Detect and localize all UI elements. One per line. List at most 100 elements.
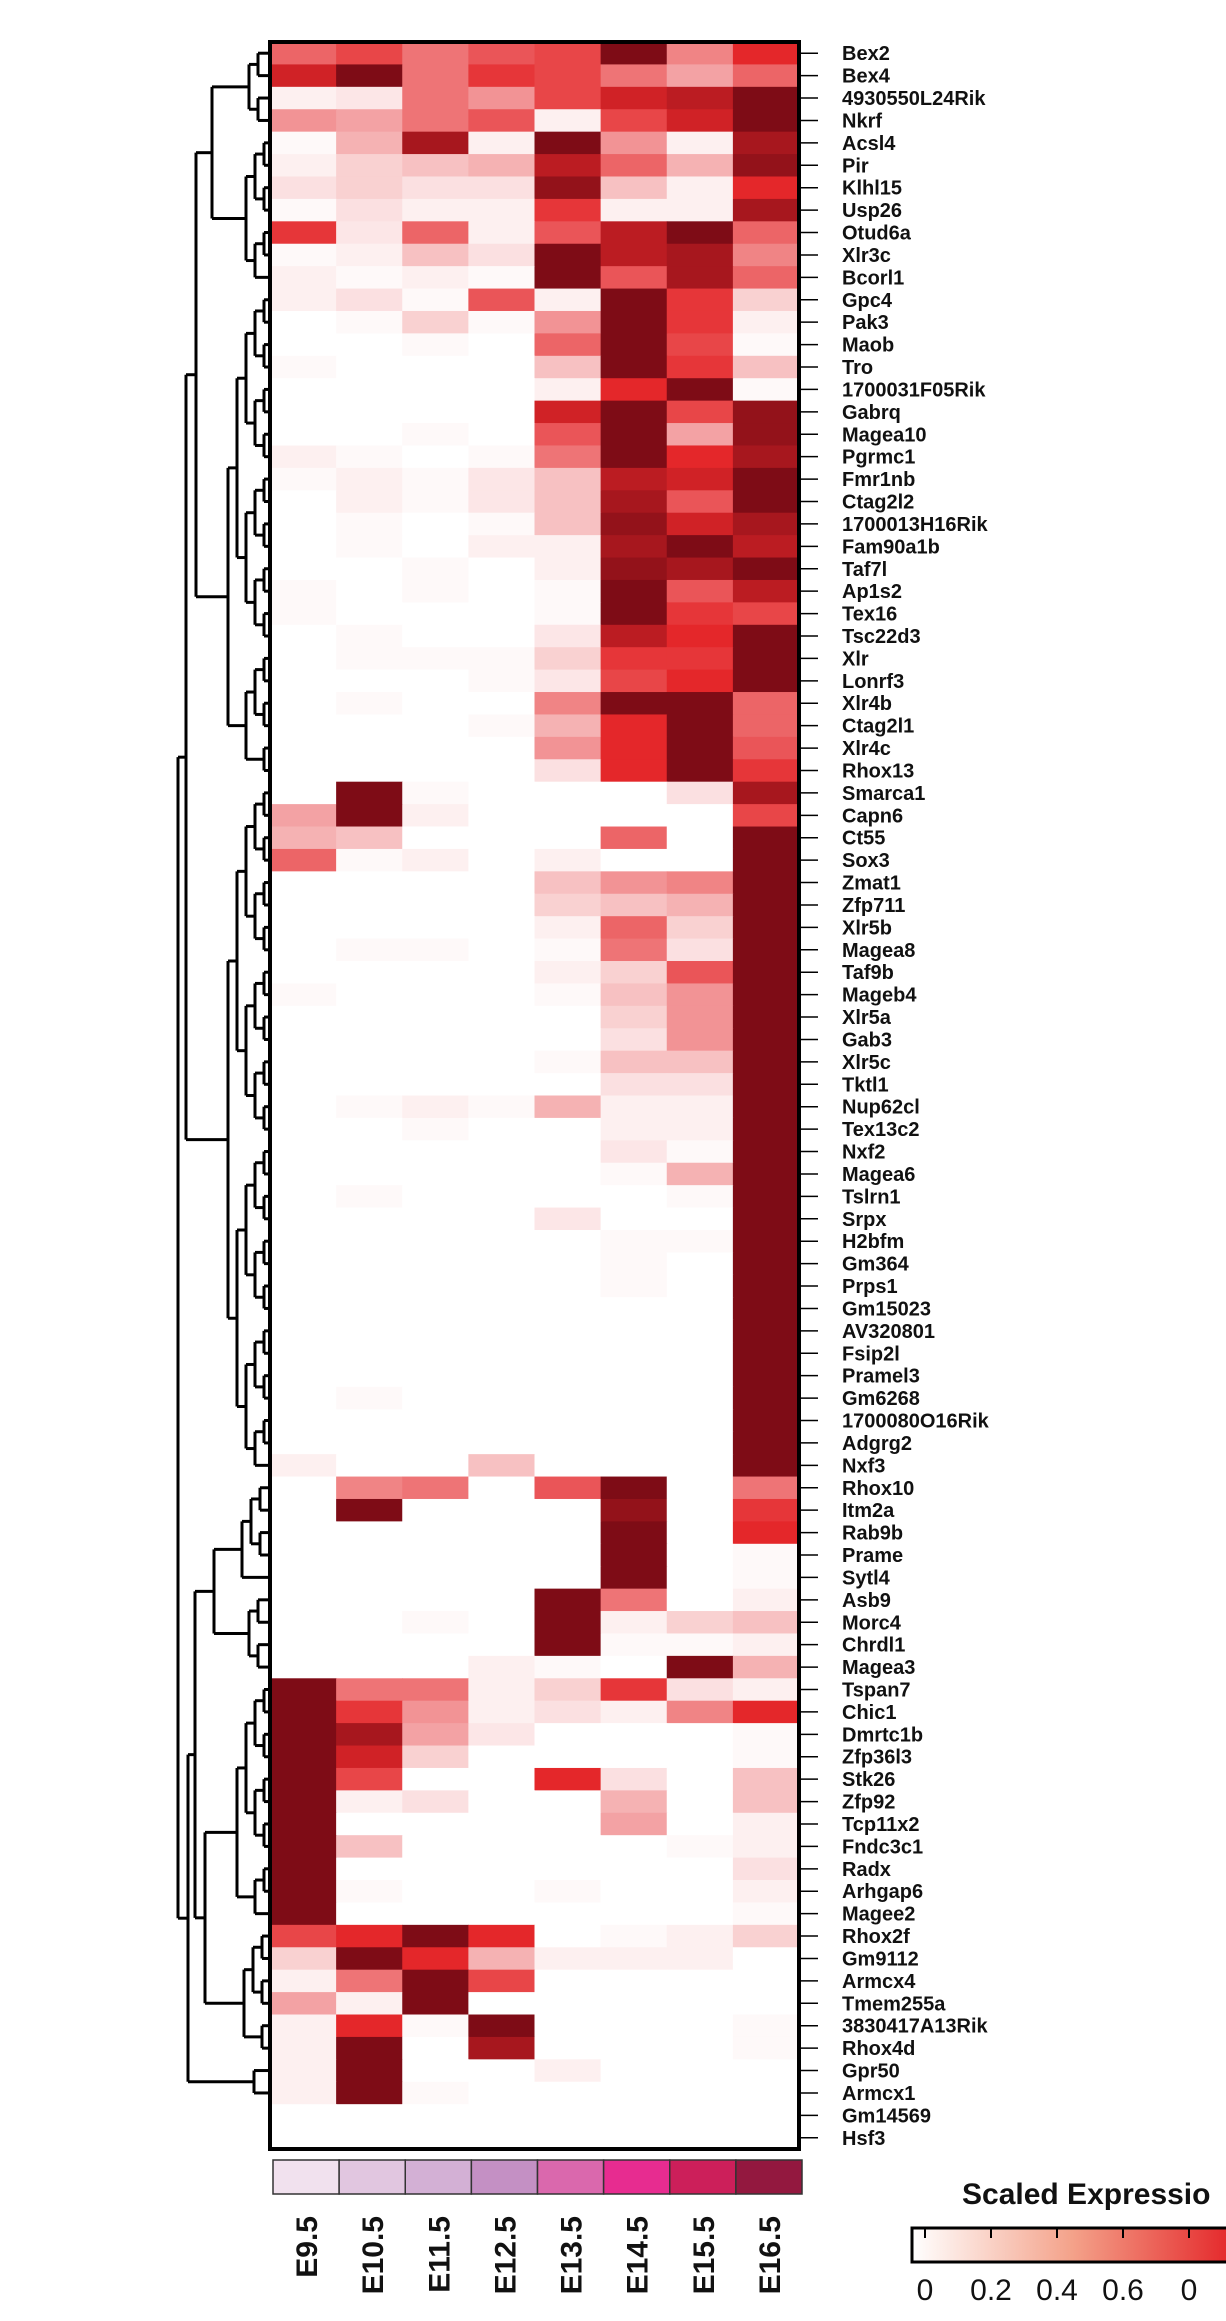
heatmap-cell <box>468 1521 536 1545</box>
heatmap-cell <box>732 893 800 917</box>
heatmap-cell <box>732 1678 800 1702</box>
heatmap-cell <box>534 1498 602 1522</box>
heatmap-cell <box>468 938 536 962</box>
heatmap-cell <box>270 154 337 178</box>
heatmap-cell <box>534 602 602 626</box>
heatmap-cell <box>732 86 800 110</box>
legend-ticks: 0 0.2 0.4 0.6 0 <box>917 2228 1197 2307</box>
heatmap-cell <box>600 64 668 88</box>
heatmap-cell <box>336 2036 403 2060</box>
gene-label: Xlr4c <box>842 738 891 760</box>
heatmap-cell <box>336 916 403 940</box>
heatmap-cell <box>732 1655 800 1679</box>
heatmap-cell <box>468 535 536 559</box>
heatmap-cell <box>666 86 734 110</box>
heatmap-cell <box>270 826 337 850</box>
heatmap-cell <box>468 2104 536 2128</box>
heatmap-cell <box>270 1902 337 1926</box>
heatmap-cell <box>402 1252 469 1276</box>
heatmap-cell <box>600 1790 668 1814</box>
heatmap-cell <box>270 243 337 267</box>
heatmap-cell <box>270 1543 337 1567</box>
heatmap-cell <box>270 176 337 200</box>
heatmap-cell <box>336 1409 403 1433</box>
heatmap-cell <box>666 1162 734 1186</box>
stage-label: E9.5 <box>291 2216 324 2278</box>
gene-label: Xlr5b <box>842 917 892 939</box>
heatmap-cell <box>402 86 469 110</box>
heatmap-cell <box>402 669 469 693</box>
heatmap-cell <box>666 1319 734 1343</box>
heatmap-cell <box>270 1498 337 1522</box>
heatmap-cell <box>270 961 337 985</box>
stage-label: E15.5 <box>688 2216 721 2294</box>
gene-label: Asb9 <box>842 1590 891 1612</box>
heatmap-cell <box>666 221 734 245</box>
heatmap-cell <box>600 1005 668 1029</box>
heatmap-cell <box>468 2081 536 2105</box>
heatmap-cell <box>666 1454 734 1478</box>
heatmap-cell <box>402 1790 469 1814</box>
heatmap-cell <box>534 1678 602 1702</box>
heatmap-cell <box>534 1274 602 1298</box>
gene-label: Fmr1nb <box>842 469 915 491</box>
heatmap-cell <box>270 1252 337 1276</box>
gene-label: Bcorl1 <box>842 267 904 289</box>
heatmap-cell <box>732 445 800 469</box>
heatmap-cell <box>270 1835 337 1859</box>
heatmap-cell <box>402 154 469 178</box>
heatmap-cell <box>732 1454 800 1478</box>
heatmap-cell <box>402 1767 469 1791</box>
heatmap-cell <box>336 1790 403 1814</box>
heatmap-cell <box>336 692 403 716</box>
heatmap-cell <box>600 1723 668 1747</box>
heatmap-cell <box>600 1342 668 1366</box>
heatmap-cell <box>336 176 403 200</box>
heatmap-cell <box>270 1274 337 1298</box>
heatmap-cell <box>402 1902 469 1926</box>
heatmap-cell <box>402 1924 469 1948</box>
heatmap-cell <box>666 669 734 693</box>
heatmap-cell <box>468 1028 536 1052</box>
heatmap-cell <box>270 1857 337 1881</box>
heatmap-cell <box>666 1364 734 1388</box>
heatmap-cell <box>534 1969 602 1993</box>
heatmap-cell <box>666 1207 734 1231</box>
heatmap-cell <box>600 1767 668 1791</box>
heatmap-cell <box>270 42 337 66</box>
heatmap-cell <box>600 109 668 133</box>
heatmap-cell <box>732 109 800 133</box>
stage-label: E14.5 <box>622 2216 655 2294</box>
heatmap-cell <box>732 1185 800 1209</box>
heatmap-cell <box>270 1611 337 1635</box>
heatmap-cell <box>336 2126 403 2150</box>
heatmap-cell <box>534 714 602 738</box>
heatmap-cell <box>534 445 602 469</box>
heatmap-cell <box>666 1185 734 1209</box>
heatmap-cell <box>732 333 800 357</box>
gene-label: Dmrtc1b <box>842 1724 923 1746</box>
heatmap-cell <box>336 400 403 424</box>
heatmap-cell <box>336 579 403 603</box>
gene-label: Gabrq <box>842 402 901 424</box>
gene-label: Taf7l <box>842 559 887 581</box>
heatmap-cell <box>534 288 602 312</box>
heatmap-cell <box>600 1050 668 1074</box>
heatmap-cell <box>336 1969 403 1993</box>
heatmap-cell <box>732 1745 800 1769</box>
heatmap-cell <box>402 1566 469 1590</box>
heatmap-cell <box>270 1028 337 1052</box>
heatmap-cell <box>270 266 337 290</box>
gene-label: Xlr5c <box>842 1052 891 1074</box>
heatmap-cell <box>270 1454 337 1478</box>
heatmap-cell <box>402 1969 469 1993</box>
heatmap-cell <box>600 1476 668 1500</box>
heatmap-cell <box>468 983 536 1007</box>
heatmap-cell <box>732 1543 800 1567</box>
heatmap-cell <box>336 512 403 536</box>
heatmap-cell <box>534 1454 602 1478</box>
heatmap-cell <box>534 467 602 491</box>
heatmap-cell <box>666 579 734 603</box>
heatmap-cell <box>732 355 800 379</box>
heatmap-cell <box>336 378 403 402</box>
